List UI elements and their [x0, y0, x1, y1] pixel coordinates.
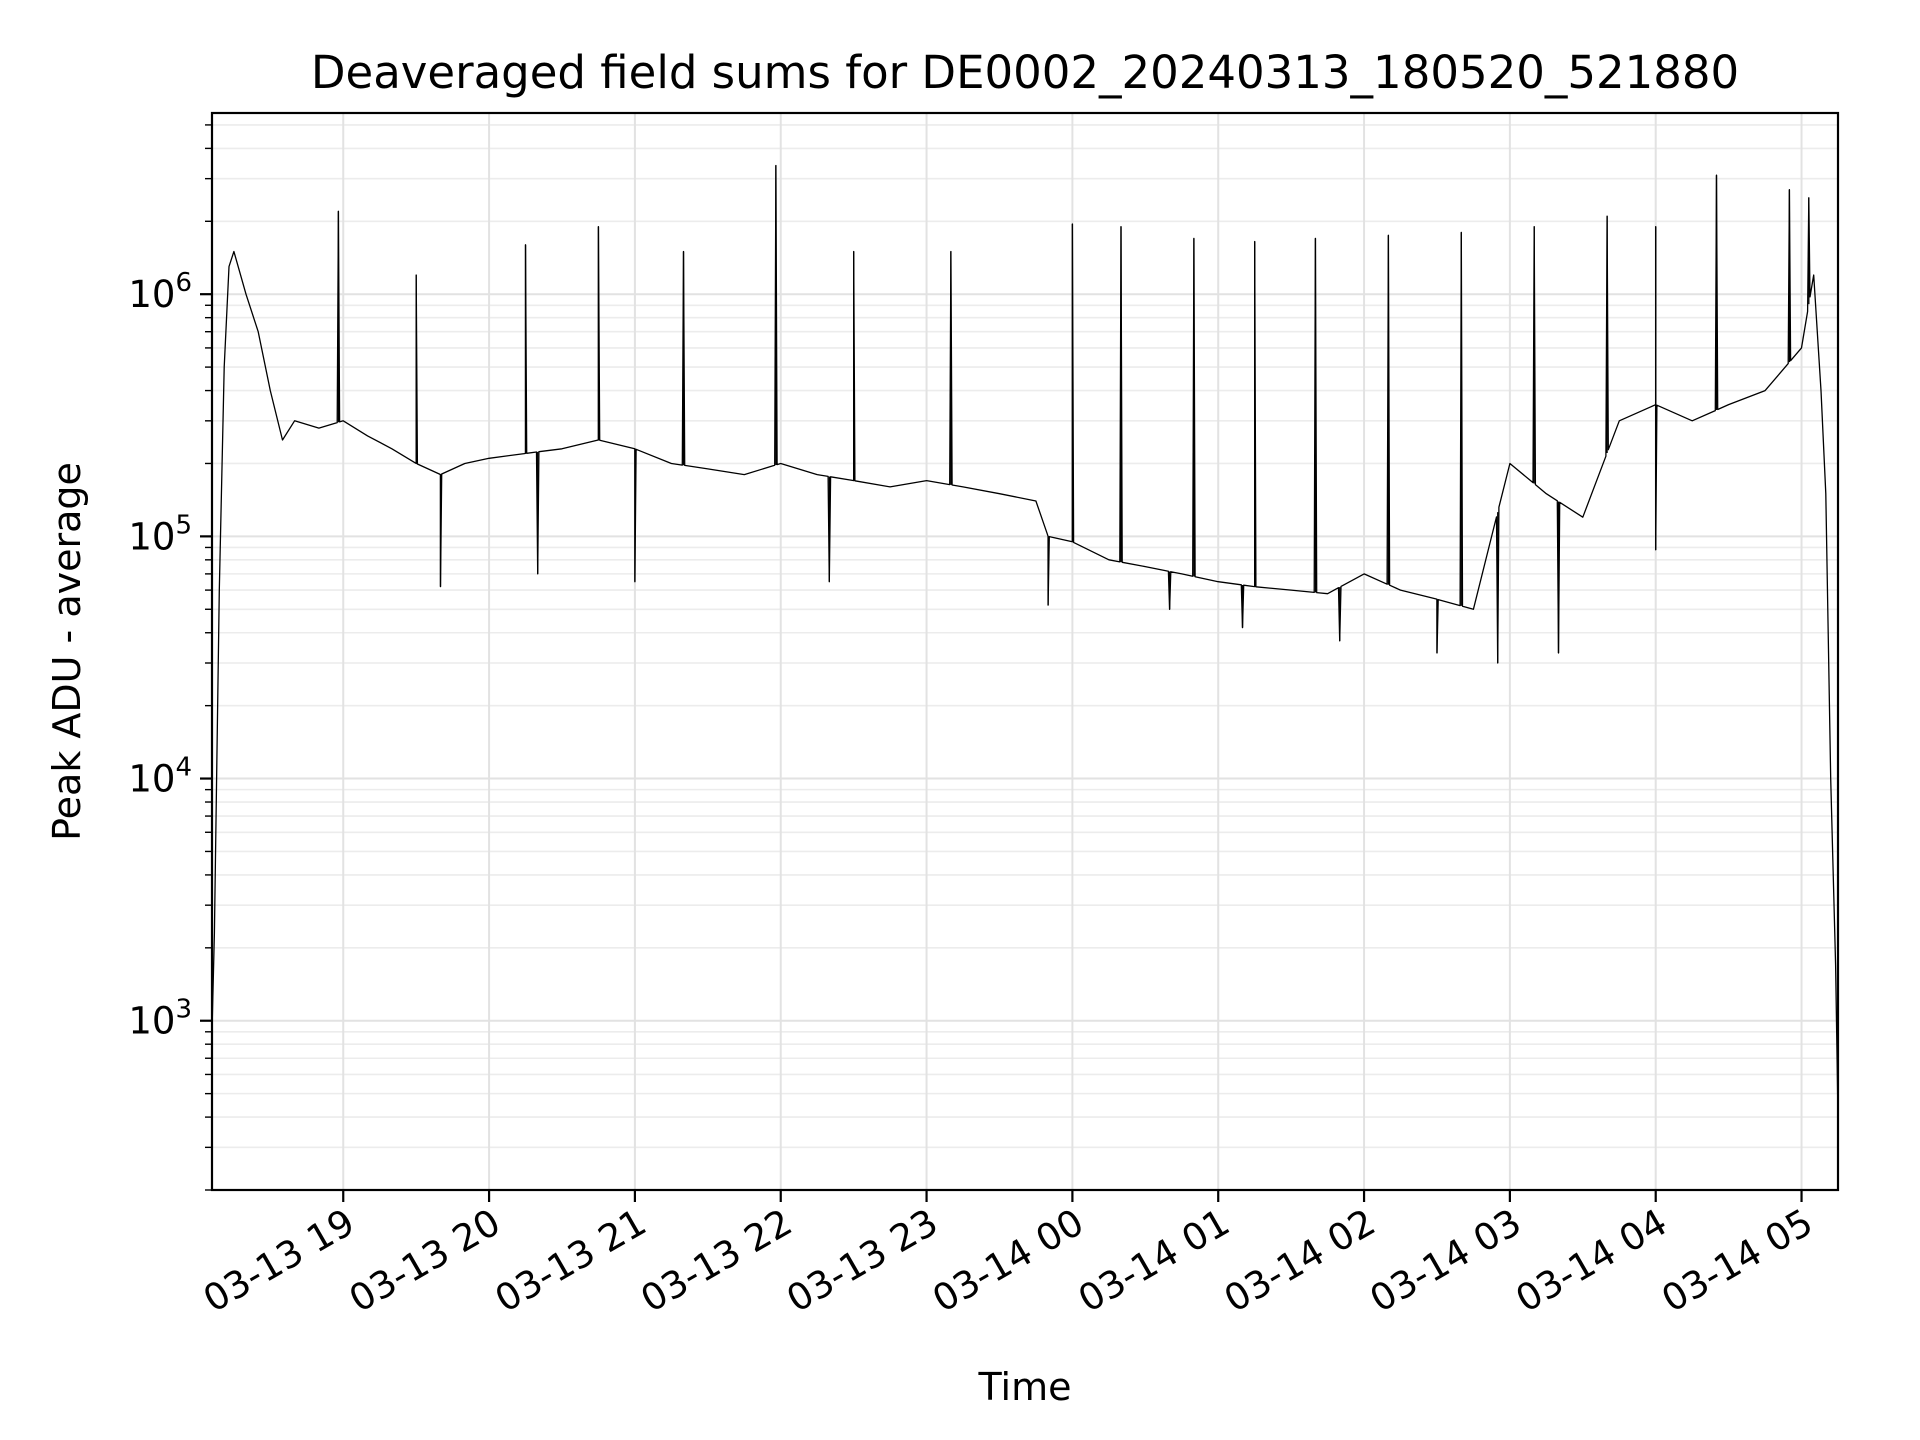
- x-tick-label: 03-14 02: [1217, 1201, 1383, 1321]
- y-tick-label: 104: [128, 753, 192, 801]
- x-tick-label: 03-14 05: [1654, 1201, 1820, 1321]
- chart-title: Deaveraged field sums for DE0002_2024031…: [311, 46, 1739, 99]
- x-tick-label: 03-13 22: [634, 1201, 800, 1321]
- plot-frame: [210, 111, 1840, 1192]
- x-axis-label: Time: [978, 1365, 1072, 1409]
- x-tick-label: 03-14 01: [1071, 1201, 1237, 1321]
- data-series: [211, 164, 1839, 1118]
- x-tick-label: 03-13 23: [779, 1201, 945, 1321]
- x-tick-label: 03-14 04: [1509, 1201, 1675, 1321]
- y-tick-label: 106: [128, 268, 192, 316]
- y-axis-label: Peak ADU - average: [45, 462, 89, 841]
- x-tick-label: 03-13 20: [342, 1201, 508, 1321]
- y-tick-label: 103: [128, 995, 192, 1043]
- series-line: [211, 164, 1839, 1118]
- x-tick-label: 03-13 19: [196, 1201, 362, 1321]
- x-tick-label: 03-13 21: [488, 1201, 654, 1321]
- x-tick-label: 03-14 00: [925, 1201, 1091, 1321]
- x-tick-label: 03-14 03: [1363, 1201, 1529, 1321]
- y-tick-label: 105: [128, 510, 192, 558]
- grid-lines: [212, 113, 1838, 1191]
